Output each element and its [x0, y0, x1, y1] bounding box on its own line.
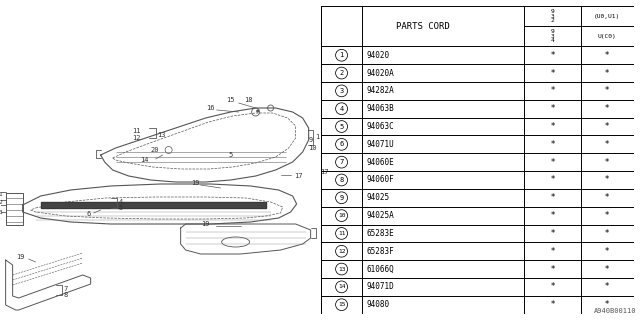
Text: 7: 7 [63, 286, 68, 292]
Text: 4: 4 [339, 106, 344, 112]
Text: 7: 7 [339, 159, 344, 165]
Text: 5: 5 [118, 205, 123, 211]
Text: *: * [550, 51, 554, 60]
Text: 19: 19 [191, 180, 200, 186]
Text: 94071U: 94071U [367, 140, 394, 149]
Text: 94063B: 94063B [367, 104, 394, 113]
Text: 17: 17 [321, 169, 329, 175]
Text: *: * [550, 211, 554, 220]
Text: 5: 5 [228, 152, 233, 158]
Text: 1: 1 [339, 52, 344, 58]
Text: *: * [605, 104, 609, 113]
Text: *: * [550, 282, 554, 292]
Text: *: * [550, 300, 554, 309]
Text: *: * [605, 282, 609, 292]
Text: *: * [605, 122, 609, 131]
Text: *: * [550, 140, 554, 149]
Text: 10: 10 [338, 213, 346, 218]
Text: 14: 14 [338, 284, 346, 289]
Text: 11: 11 [132, 128, 141, 134]
Text: 94282A: 94282A [367, 86, 394, 95]
Text: *: * [605, 229, 609, 238]
Text: 14: 14 [140, 157, 148, 163]
Text: 15: 15 [227, 97, 235, 103]
Text: 3: 3 [0, 210, 3, 214]
Text: 6: 6 [86, 211, 91, 217]
Text: U(C0): U(C0) [598, 34, 616, 39]
Text: *: * [550, 265, 554, 274]
Text: 94060E: 94060E [367, 158, 394, 167]
Text: 2: 2 [339, 70, 344, 76]
Text: *: * [605, 86, 609, 95]
Text: 11: 11 [338, 231, 346, 236]
Text: *: * [550, 158, 554, 167]
Text: *: * [550, 175, 554, 184]
Text: *: * [550, 86, 554, 95]
Text: *: * [605, 51, 609, 60]
Text: *: * [550, 104, 554, 113]
Text: *: * [550, 193, 554, 202]
Text: *: * [550, 68, 554, 77]
Text: 18: 18 [244, 97, 253, 103]
Text: *: * [605, 300, 609, 309]
Text: PARTS CORD: PARTS CORD [396, 22, 450, 31]
Text: 19: 19 [17, 254, 25, 260]
Text: 2: 2 [0, 199, 3, 204]
Text: 12: 12 [132, 135, 141, 141]
Text: 19: 19 [202, 221, 210, 227]
Text: 9: 9 [339, 195, 344, 201]
Circle shape [256, 109, 259, 113]
Text: *: * [605, 265, 609, 274]
Text: *: * [605, 193, 609, 202]
Text: 9
3
4: 9 3 4 [550, 29, 554, 44]
Text: 5: 5 [339, 124, 344, 130]
Text: (U0,U1): (U0,U1) [594, 14, 620, 19]
Text: 15: 15 [338, 302, 346, 307]
Text: 13: 13 [157, 132, 166, 138]
Text: *: * [605, 211, 609, 220]
Text: 8: 8 [63, 292, 68, 298]
Text: 4: 4 [118, 199, 123, 205]
Text: *: * [605, 68, 609, 77]
Text: 8: 8 [339, 177, 344, 183]
Text: *: * [550, 247, 554, 256]
Text: 94020: 94020 [367, 51, 390, 60]
Text: 9: 9 [308, 137, 313, 143]
Text: 10: 10 [308, 145, 317, 151]
Text: *: * [605, 140, 609, 149]
Text: 94025: 94025 [367, 193, 390, 202]
Text: 20: 20 [150, 147, 159, 153]
Text: 1: 1 [316, 134, 320, 140]
Text: A940B00110: A940B00110 [595, 308, 637, 314]
Text: 65283F: 65283F [367, 247, 394, 256]
Polygon shape [41, 202, 266, 208]
Text: 65283E: 65283E [367, 229, 394, 238]
Text: 12: 12 [338, 249, 346, 254]
Text: 6: 6 [339, 141, 344, 147]
Text: *: * [605, 175, 609, 184]
Text: *: * [605, 247, 609, 256]
Text: 3: 3 [339, 88, 344, 94]
Text: *: * [550, 229, 554, 238]
Text: 9
3
2: 9 3 2 [550, 9, 554, 23]
Text: 94060F: 94060F [367, 175, 394, 184]
Text: 13: 13 [338, 267, 346, 272]
Text: 1: 1 [0, 193, 3, 197]
Text: 17: 17 [294, 173, 303, 179]
Text: 94063C: 94063C [367, 122, 394, 131]
Text: 61066Q: 61066Q [367, 265, 394, 274]
Text: 94080: 94080 [367, 300, 390, 309]
Text: 94020A: 94020A [367, 68, 394, 77]
Text: *: * [550, 122, 554, 131]
Text: *: * [605, 158, 609, 167]
Text: 16: 16 [206, 105, 215, 111]
Text: 94025A: 94025A [367, 211, 394, 220]
Text: 94071D: 94071D [367, 282, 394, 292]
